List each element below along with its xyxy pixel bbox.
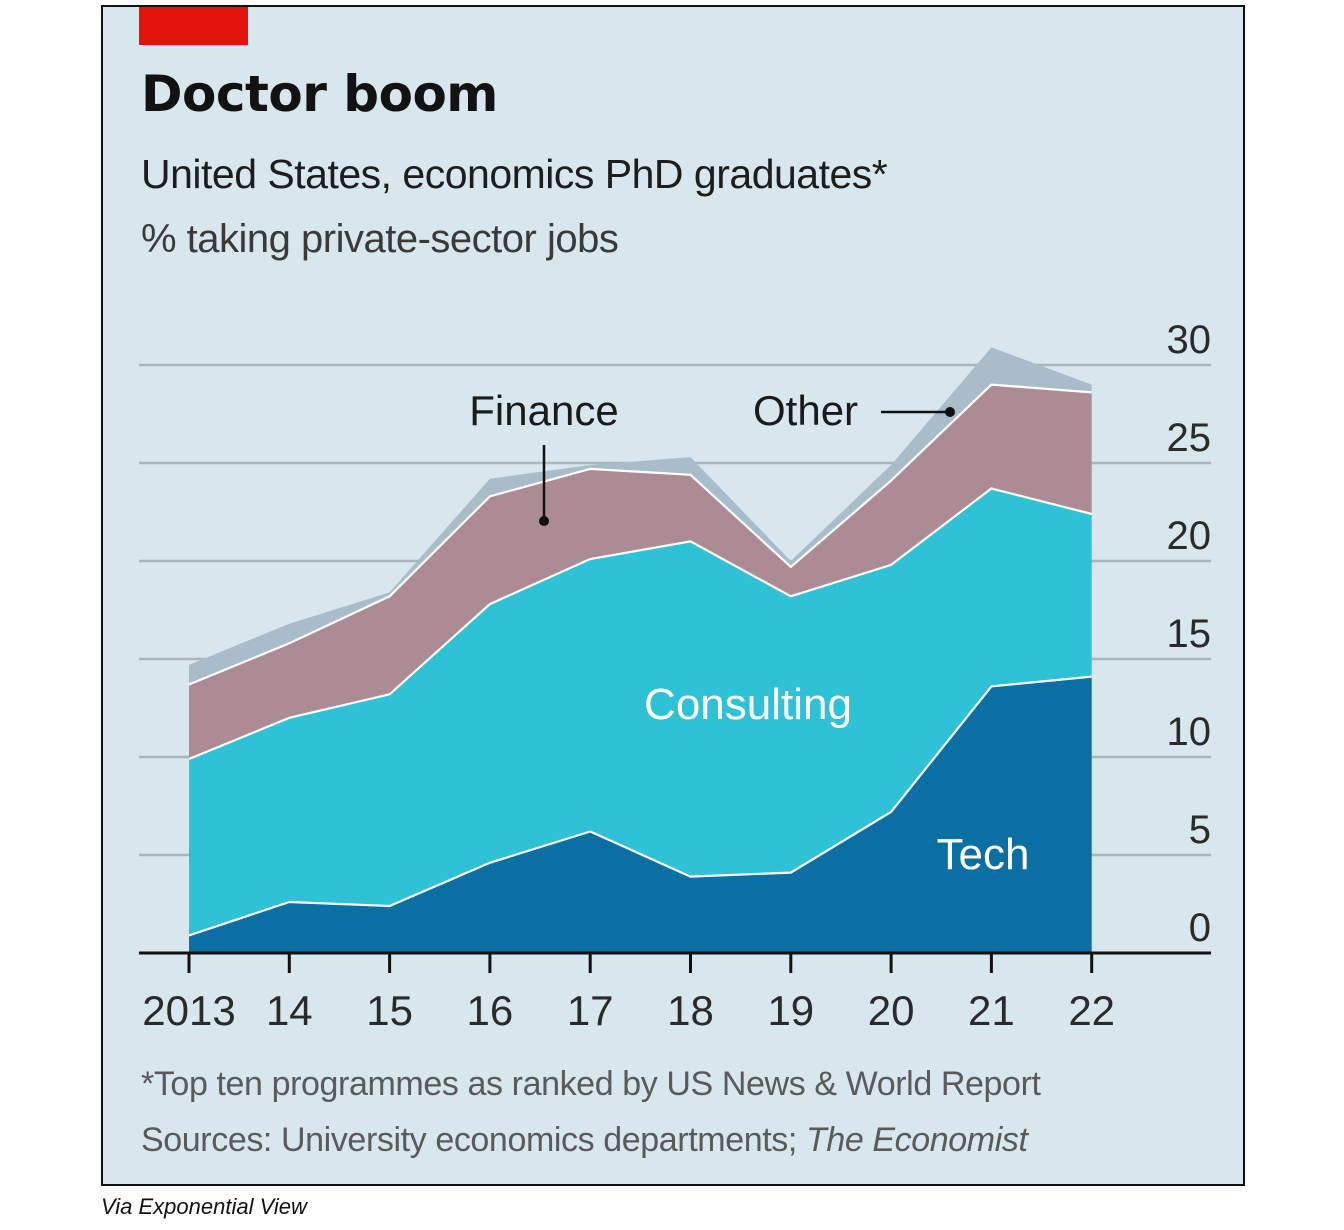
- label-layer: Consulting Tech Finance Other: [469, 387, 1029, 879]
- x-tick-label: 16: [467, 987, 514, 1034]
- source-publication: The Economist: [805, 1121, 1028, 1159]
- finance-leader-dot: [539, 516, 549, 526]
- y-tick-label: 15: [1167, 612, 1212, 656]
- label-finance: Finance: [469, 387, 618, 434]
- x-tick-label: 22: [1068, 987, 1115, 1034]
- area-tech: [189, 676, 1092, 953]
- area-other: [189, 347, 1092, 685]
- brand-red-tag: [139, 7, 248, 45]
- x-tick-label: 15: [366, 987, 413, 1034]
- area-chart: 0 5 10 15 20 25 30 2013 14 15 16 17 18 19 20 21 22 Consu…: [139, 318, 1211, 1034]
- source-note: Sources: University economics department…: [141, 1121, 1028, 1160]
- area-finance: [189, 384, 1092, 759]
- y-tick-label: 20: [1167, 514, 1212, 558]
- label-tech: Tech: [937, 830, 1030, 879]
- area-consulting: [189, 488, 1092, 936]
- image-credit: Via Exponential View: [101, 1194, 307, 1219]
- axis-layer: 0 5 10 15 20 25 30 2013 14 15 16 17 18 19 20 21 22: [139, 318, 1211, 1034]
- boundary-tech: [188, 675, 1092, 937]
- y-tick-label: 30: [1167, 318, 1212, 362]
- boundary-consulting: [188, 487, 1092, 761]
- x-tick-label: 20: [868, 987, 915, 1034]
- x-tick-label: 17: [567, 987, 614, 1034]
- x-tick-label: 18: [667, 987, 714, 1034]
- x-tick-label: 14: [266, 987, 313, 1034]
- label-other: Other: [753, 387, 858, 434]
- boundary-finance: [188, 383, 1092, 686]
- x-tick-label: 19: [767, 987, 814, 1034]
- area-layer: [188, 347, 1092, 953]
- chart-title: Doctor boom: [141, 65, 498, 123]
- footnote: *Top ten programmes as ranked by US News…: [141, 1065, 1041, 1103]
- y-tick-label: 0: [1189, 906, 1211, 950]
- unit-label: % taking private-sector jobs: [141, 217, 619, 261]
- x-tick-label: 21: [968, 987, 1015, 1034]
- label-consulting: Consulting: [644, 680, 852, 729]
- other-leader-dot: [945, 407, 955, 417]
- x-tick-label: 2013: [142, 987, 235, 1034]
- chart-frame: Doctor boom United States, economics PhD…: [101, 5, 1245, 1186]
- chart-subtitle: United States, economics PhD graduates*: [141, 151, 888, 197]
- source-text: Sources: University economics department…: [141, 1121, 806, 1159]
- y-tick-label: 25: [1167, 416, 1212, 460]
- y-tick-label: 5: [1189, 808, 1211, 852]
- y-tick-label: 10: [1167, 710, 1212, 754]
